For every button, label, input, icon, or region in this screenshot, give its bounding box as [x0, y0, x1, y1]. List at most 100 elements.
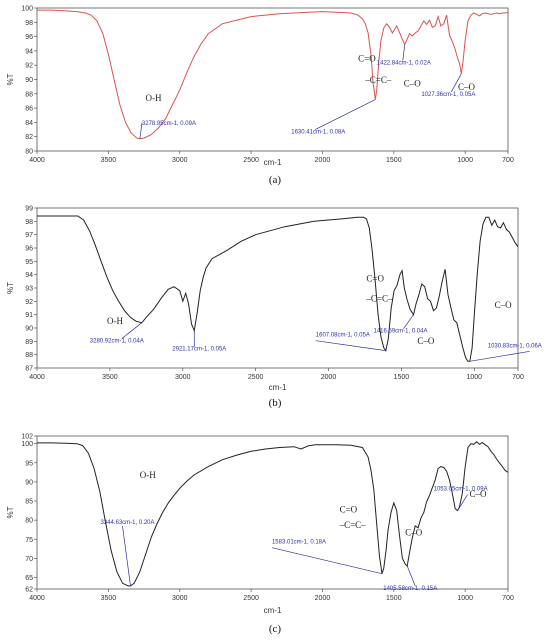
x-tick-label: 3000: [172, 595, 188, 602]
group-label: C=O: [340, 505, 358, 515]
peak-annotation: 3278.95cm-1, 0.09A: [142, 121, 196, 127]
y-tick-label: 93: [25, 286, 33, 293]
y-tick-label: 100: [21, 441, 33, 448]
y-tick-label: 92: [25, 63, 33, 70]
x-tick-label: 1000: [466, 374, 482, 381]
peak-annotation: 1405.58cm-1, 0.15A: [383, 586, 437, 592]
peak-leader-line: [457, 494, 468, 511]
x-tick-label: 2500: [243, 157, 259, 164]
y-axis-label: %T: [6, 506, 15, 518]
y-tick-label: 88: [25, 352, 33, 359]
y-tick-label: 90: [25, 326, 33, 333]
group-label: C=O: [358, 54, 376, 64]
group-label: –C=C–: [339, 520, 367, 530]
x-tick-label: 4000: [29, 157, 45, 164]
x-tick-label: 700: [512, 374, 524, 381]
peak-leader-line: [406, 565, 416, 587]
peak-annotation: 3280.92cm-1, 0.04A: [90, 339, 144, 345]
y-tick-label: 90: [25, 77, 33, 84]
plot-frame: [36, 435, 509, 590]
group-label: C–O: [469, 489, 487, 499]
x-tick-label: 700: [502, 595, 514, 602]
x-axis-label: cm-1: [269, 383, 287, 392]
x-tick-label: 3500: [101, 157, 117, 164]
group-label: O-H: [140, 470, 156, 480]
y-tick-label: 91: [25, 312, 33, 319]
x-tick-label: 700: [502, 157, 514, 164]
spectrum-line: [37, 9, 509, 140]
peak-annotation: 1027.36cm-1, 0.05A: [421, 92, 475, 98]
x-tick-label: 2000: [315, 157, 331, 164]
peak-annotation: 2921.17cm-1, 0.05A: [172, 347, 226, 353]
y-tick-label: 88: [25, 91, 33, 98]
group-label: C–O: [417, 336, 435, 346]
y-tick-label: 95: [25, 259, 33, 266]
y-tick-label: 99: [25, 206, 33, 213]
y-axis-label: %T: [6, 73, 15, 85]
peak-leader-line: [315, 340, 386, 352]
y-tick-label: 87: [25, 366, 33, 373]
peak-annotation: 1030.83cm-1, 0.06A: [488, 343, 542, 349]
spectrum-line: [37, 215, 519, 362]
y-tick-label: 94: [25, 48, 33, 55]
spectrum-line: [37, 441, 509, 587]
x-axis-label: cm-1: [264, 606, 282, 615]
peak-annotation: 1607.08cm-1, 0.05A: [316, 333, 370, 339]
y-tick-label: 62: [25, 587, 33, 594]
y-tick-label: 102: [21, 434, 33, 441]
group-label: C=O: [366, 273, 384, 283]
ftir-chart-b: 4000 3500 3000 2500 2000 1500 1000 700 87 88 89 90 9…: [6, 206, 542, 393]
x-tick-label: 2500: [243, 595, 259, 602]
peak-leader-line: [121, 322, 143, 339]
y-tick-label: 82: [25, 134, 33, 141]
x-tick-label: 2000: [315, 595, 331, 602]
y-tick-label: 86: [25, 106, 33, 113]
peak-annotation: 1583.01cm-1, 0.18A: [272, 540, 326, 546]
x-tick-label: 4000: [29, 595, 45, 602]
panel-label-b: (b): [268, 397, 282, 409]
group-label: –C=C–: [365, 293, 393, 303]
x-tick-label: 3000: [172, 157, 188, 164]
group-label: O-H: [145, 93, 161, 103]
y-axis-label: %T: [6, 282, 15, 294]
y-tick-label: 98: [25, 20, 33, 27]
peak-leader-line: [451, 73, 462, 92]
y-tick-label: 85: [25, 499, 33, 506]
peak-annotation: 3344.63cm-1, 0.20A: [100, 520, 154, 526]
peak-annotation: 1053.05cm-1, 0.09A: [434, 487, 488, 493]
x-tick-label: 4000: [29, 374, 45, 381]
x-tick-label: 3500: [102, 374, 118, 381]
y-tick-label: 97: [25, 232, 33, 239]
group-label: –C=C–: [364, 75, 392, 85]
y-tick-label: 70: [25, 556, 33, 563]
peak-leader-line: [315, 99, 376, 130]
y-tick-label: 80: [25, 518, 33, 525]
ftir-chart-a: 4000 3500 3000 2500 2000 1500 1000 700 80 82 84 86 8…: [6, 6, 514, 168]
x-tick-label: 1500: [386, 157, 402, 164]
y-tick-label: 80: [25, 149, 33, 156]
y-tick-label: 89: [25, 339, 33, 346]
panel-label-c: (c): [268, 623, 282, 635]
group-label: C–O: [404, 79, 422, 89]
peak-annotation: 1422.84cm-1, 0.02A: [377, 60, 431, 66]
y-tick-label: 98: [25, 219, 33, 226]
group-label: C–O: [405, 527, 423, 537]
x-tick-label: 1500: [394, 374, 410, 381]
x-tick-label: 1000: [457, 157, 473, 164]
peak-annotation: 1630.41cm-1, 0.08A: [291, 130, 345, 136]
peak-leader-line: [139, 122, 143, 139]
y-tick-label: 100: [21, 6, 33, 13]
y-tick-label: 75: [25, 537, 33, 544]
y-tick-label: 94: [25, 272, 33, 279]
x-tick-label: 2000: [321, 374, 337, 381]
y-tick-label: 96: [25, 246, 33, 253]
x-tick-label: 1500: [386, 595, 402, 602]
y-tick-label: 92: [25, 299, 33, 306]
ftir-chart-c: 4000 3500 3000 2500 2000 1500 1000 700 62 65 70 75 8…: [6, 434, 514, 616]
x-axis-label: cm-1: [264, 158, 282, 167]
group-label: O-H: [107, 316, 123, 326]
panel-label-a: (a): [268, 174, 282, 186]
y-tick-label: 65: [25, 575, 33, 582]
peak-annotation: 1416.59cm-1, 0.04A: [373, 329, 427, 335]
y-tick-label: 84: [25, 120, 33, 127]
